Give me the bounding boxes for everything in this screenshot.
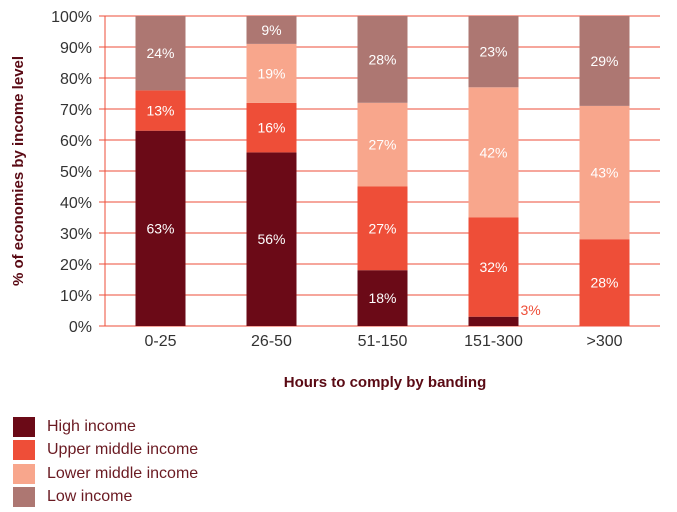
legend-label: High income: [47, 417, 136, 435]
y-tick-label: 90%: [60, 40, 92, 57]
data-label: 28%: [590, 275, 618, 291]
y-tick-label: 80%: [60, 71, 92, 88]
x-tick-label: 0-25: [144, 333, 176, 350]
data-label: 43%: [590, 165, 618, 181]
x-tick-label: 151-300: [464, 333, 523, 350]
legend-item: Upper middle income: [13, 439, 198, 463]
y-tick-label: 30%: [60, 226, 92, 243]
y-tick-label: 50%: [60, 164, 92, 181]
legend-swatch: [13, 440, 35, 461]
legend-label: Upper middle income: [47, 441, 199, 459]
y-tick-label: 60%: [60, 133, 92, 150]
x-tick-labels: 0-25 26-50 51-150 151-300 >300: [144, 333, 622, 350]
legend-swatch: [13, 416, 35, 437]
bar-segment: [468, 16, 519, 88]
legend-swatch: [13, 463, 35, 484]
data-label: 9%: [261, 22, 281, 38]
x-tick-label: >300: [586, 333, 622, 350]
legend-label: Low income: [47, 488, 133, 506]
data-label: 63%: [146, 220, 174, 236]
x-tick-label: 51-150: [358, 333, 408, 350]
bar-segment: [579, 105, 630, 240]
bar-segment: [135, 130, 186, 326]
bar-segment: [357, 186, 408, 271]
data-label: 24%: [146, 45, 174, 61]
y-tick-label: 20%: [60, 257, 92, 274]
bar-segment: [135, 90, 186, 131]
bar-segment: [357, 270, 408, 326]
y-axis-title: % of economies by income level: [10, 56, 27, 286]
data-label: 56%: [257, 231, 285, 247]
bar-segment: [246, 102, 297, 153]
data-label: 32%: [479, 259, 507, 275]
data-label: 28%: [368, 51, 396, 67]
legend-label: Lower middle income: [47, 464, 199, 482]
legend-swatch: [13, 487, 35, 508]
y-tick-label: 100%: [51, 9, 92, 26]
x-tick-label: 26-50: [251, 333, 292, 350]
bar-segment: [246, 152, 297, 326]
legend-item: Low income: [13, 486, 198, 510]
y-tick-label: 0%: [69, 319, 92, 336]
data-label: 29%: [590, 53, 618, 69]
bar-segment: [579, 16, 630, 106]
stacked-bar-chart: 0% 10% 20% 30% 40% 50% 60% 70% 80% 90% 100% 0-25 26…: [10, 9, 660, 391]
bar-segment: [135, 16, 186, 91]
data-labels: 63% 13% 24% 56% 16% 19% 9% 18% 27% 27% 28% 32% 42% 23…: [146, 22, 618, 318]
data-label: 18%: [368, 290, 396, 306]
y-tick-labels: 0% 10% 20% 30% 40% 50% 60% 70% 80% 90% 100%: [51, 9, 92, 336]
data-label: 42%: [479, 144, 507, 160]
data-label: 13%: [146, 103, 174, 119]
legend: High income Upper middle income Lower midd…: [13, 415, 198, 509]
y-tick-label: 10%: [60, 288, 92, 305]
bar-segment: [246, 16, 297, 44]
data-label: 23%: [479, 44, 507, 60]
bar-segment: [357, 16, 408, 103]
x-axis-title: Hours to comply by banding: [284, 374, 487, 391]
data-label: 27%: [368, 137, 396, 153]
y-tick-label: 70%: [60, 102, 92, 119]
bar-segment: [579, 239, 630, 326]
data-label: 27%: [368, 220, 396, 236]
data-label: 19%: [257, 65, 285, 81]
data-label: 16%: [257, 120, 285, 136]
y-tick-label: 40%: [60, 195, 92, 212]
bar-segment: [468, 87, 519, 218]
bar-segment: [468, 316, 519, 326]
data-label-outside: 3%: [521, 302, 541, 318]
bar-segment: [357, 102, 408, 187]
bars: [135, 16, 630, 326]
legend-item: High income: [13, 415, 198, 439]
bar-segment: [246, 43, 297, 103]
legend-item: Lower middle income: [13, 462, 198, 486]
bar-segment: [468, 217, 519, 317]
